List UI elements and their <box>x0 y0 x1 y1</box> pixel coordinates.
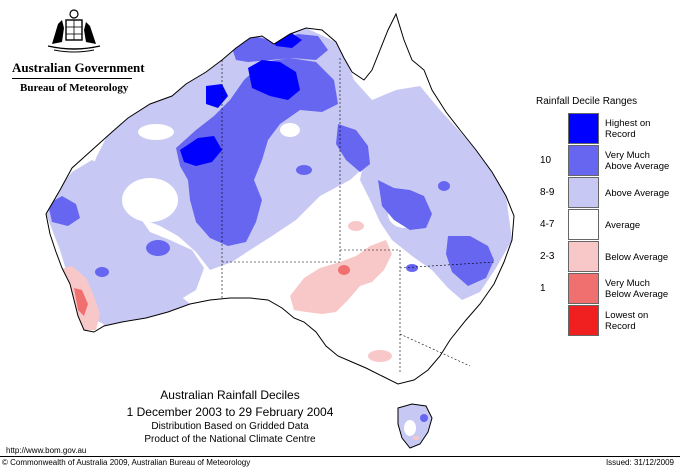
region-very-much-above-qld-central <box>378 180 432 230</box>
logo-divider <box>12 78 132 79</box>
region-very-much-above-nsw-2 <box>438 181 450 191</box>
region-average-pilbara <box>138 124 174 140</box>
legend-swatch <box>568 113 599 144</box>
tasmania-below-patch <box>413 436 419 440</box>
region-below-average-vic <box>368 350 392 362</box>
region-very-much-below-sw <box>74 288 88 316</box>
legend-range: 2-3 <box>540 251 555 262</box>
region-very-much-above-nt-2 <box>296 165 312 175</box>
government-logo: Australian Government Bureau of Meteorol… <box>8 8 145 98</box>
region-very-much-above-nt <box>176 58 338 246</box>
tasmania-average-patch <box>404 420 416 436</box>
legend-item: 8-9 Above Average <box>540 177 670 209</box>
region-very-much-above-nsw-1 <box>406 264 418 272</box>
footer-divider <box>0 456 680 457</box>
legend-range: 8-9 <box>540 187 555 198</box>
region-highest-top-end <box>248 60 300 100</box>
legend-swatch <box>568 177 599 208</box>
region-above-average-sw-coast <box>100 292 190 326</box>
legend-item: Highest on Record <box>540 113 670 145</box>
legend-label: Very Much Above Average <box>605 150 670 172</box>
legend-label: Average <box>605 219 641 231</box>
map-subtitle-1: Distribution Based on Gridded Data <box>151 421 309 432</box>
region-average-interior-wa <box>122 178 178 222</box>
region-below-average-sa-2 <box>348 221 364 231</box>
map-subtitle-2: Product of the National Climate Centre <box>144 434 316 445</box>
legend-swatch <box>568 273 599 304</box>
issued-date: Issued: 31/12/2009 <box>605 458 674 467</box>
government-name: Australian Government <box>12 60 145 75</box>
state-borders <box>221 58 495 374</box>
bureau-name: Bureau of Meteorology <box>20 82 129 94</box>
legend-swatch <box>568 305 599 336</box>
region-average-kimberley-gap <box>280 123 300 137</box>
region-very-much-above-wa-inland <box>146 240 170 256</box>
legend-item: 1 Very Much Below Average <box>540 273 670 305</box>
tasmania-very-much-above <box>420 414 428 422</box>
region-very-much-above-qld-se <box>446 236 494 286</box>
legend-label: Above Average <box>605 187 670 199</box>
region-below-average-sa <box>290 240 392 314</box>
region-very-much-above-gulf <box>336 124 370 172</box>
region-highest-kimberley <box>206 84 228 108</box>
region-highest-nt-west <box>180 136 222 166</box>
legend-title: Rainfall Decile Ranges <box>536 96 638 107</box>
legend-label: Below Average <box>605 251 669 263</box>
legend-label: Lowest on Record <box>605 310 649 332</box>
legend-item: 4-7 Average <box>540 209 670 241</box>
map-period: 1 December 2003 to 29 February 2004 <box>126 405 334 419</box>
legend-range <box>540 305 568 337</box>
copyright-text: © Commonwealth of Australia 2009, Austra… <box>2 458 251 467</box>
map-title-block: Australian Rainfall Deciles 1 December 2… <box>100 388 360 445</box>
legend-range: 10 <box>540 155 552 166</box>
region-very-much-below-sa <box>338 265 350 275</box>
legend-swatch <box>568 209 599 240</box>
map-title: Australian Rainfall Deciles <box>160 388 300 402</box>
legend-range: 1 <box>540 283 546 294</box>
region-very-much-above-wa-coast <box>48 196 80 226</box>
border-nsw-vic <box>399 333 471 367</box>
legend-label: Very Much Below Average <box>605 278 669 300</box>
legend-range <box>540 113 568 145</box>
legend-swatch <box>568 145 599 176</box>
website-url[interactable]: http://www.bom.gov.au <box>6 446 87 455</box>
legend-item: 10 Very Much Above Average <box>540 145 670 177</box>
region-very-much-above-top-end <box>232 34 328 62</box>
legend-item: 2-3 Below Average <box>540 241 670 273</box>
legend-range: 4-7 <box>540 219 555 230</box>
legend-swatch <box>568 241 599 272</box>
legend-label: Highest on Record <box>605 118 651 140</box>
coat-of-arms-icon <box>47 9 101 53</box>
tasmania <box>397 403 433 449</box>
mainland-outline <box>45 12 515 385</box>
region-very-much-above-wa-3 <box>95 267 109 277</box>
legend-item: Lowest on Record <box>540 305 670 337</box>
